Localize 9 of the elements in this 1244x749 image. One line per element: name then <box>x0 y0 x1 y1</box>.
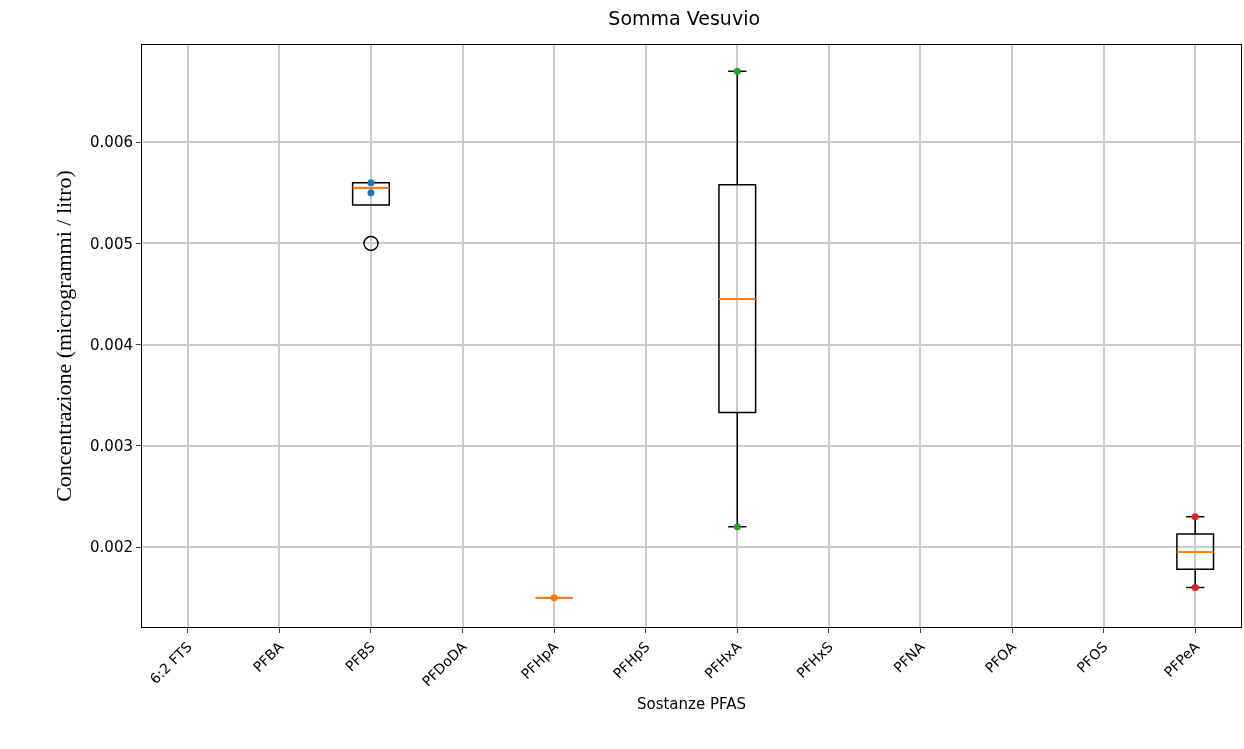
y-tick-label: 0.006 <box>90 133 133 152</box>
y-tick-label: 0.004 <box>90 335 133 354</box>
y-axis-title: Concentrazione (microgrammi / litro) <box>50 170 76 502</box>
x-tick-label: 6:2 FTS <box>146 638 195 687</box>
y-tick-label: 0.002 <box>90 538 133 557</box>
y-tick-label: 0.003 <box>90 437 133 456</box>
chart-title: Somma Vesuvio <box>608 6 761 29</box>
x-axis-title: Sostanze PFAS <box>636 695 747 714</box>
y-tick-label: 0.005 <box>90 234 133 253</box>
